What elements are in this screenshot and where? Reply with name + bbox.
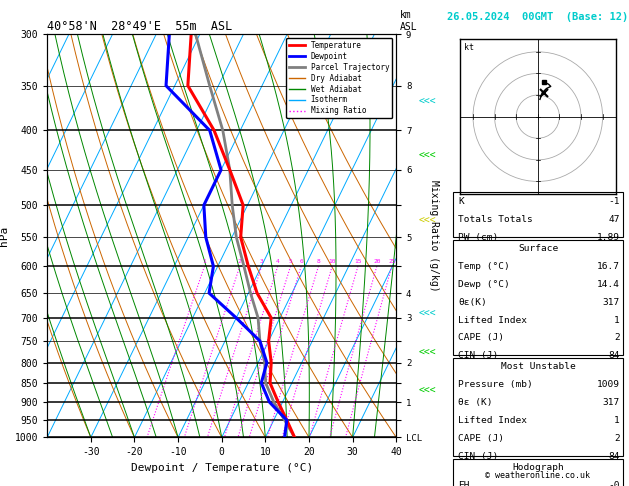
Text: 26.05.2024  00GMT  (Base: 12): 26.05.2024 00GMT (Base: 12) [447, 12, 628, 22]
Text: <<<: <<< [418, 347, 436, 357]
Y-axis label: hPa: hPa [0, 226, 9, 246]
Text: Totals Totals: Totals Totals [458, 215, 533, 224]
Text: K: K [458, 197, 464, 206]
Text: θε(K): θε(K) [458, 297, 487, 307]
Text: 1: 1 [203, 259, 206, 264]
Text: CAPE (J): CAPE (J) [458, 434, 504, 443]
Text: Pressure (mb): Pressure (mb) [458, 380, 533, 389]
Text: 1009: 1009 [596, 380, 620, 389]
Text: 3: 3 [260, 259, 264, 264]
Text: 2: 2 [614, 434, 620, 443]
Text: θε (K): θε (K) [458, 398, 493, 407]
X-axis label: Dewpoint / Temperature (°C): Dewpoint / Temperature (°C) [131, 463, 313, 473]
Text: Most Unstable: Most Unstable [501, 362, 576, 371]
Text: Temp (°C): Temp (°C) [458, 261, 509, 271]
Text: 16.7: 16.7 [596, 261, 620, 271]
Text: km
ASL: km ASL [399, 10, 417, 32]
Text: CIN (J): CIN (J) [458, 351, 498, 361]
Text: <<<: <<< [418, 151, 436, 160]
Text: -0: -0 [608, 481, 620, 486]
Text: 6: 6 [299, 259, 303, 264]
Text: 2: 2 [238, 259, 242, 264]
Text: PW (cm): PW (cm) [458, 233, 498, 242]
Text: Dewp (°C): Dewp (°C) [458, 279, 509, 289]
Text: © weatheronline.co.uk: © weatheronline.co.uk [486, 471, 590, 480]
Text: 84: 84 [608, 351, 620, 361]
Text: <<<: <<< [418, 97, 436, 107]
Text: 2: 2 [614, 333, 620, 343]
Text: CAPE (J): CAPE (J) [458, 333, 504, 343]
Text: 1: 1 [614, 416, 620, 425]
Text: 25: 25 [388, 259, 396, 264]
Text: 317: 317 [603, 297, 620, 307]
Text: 5: 5 [289, 259, 292, 264]
Text: Lifted Index: Lifted Index [458, 416, 527, 425]
Text: 20: 20 [373, 259, 381, 264]
Y-axis label: Mixing Ratio (g/kg): Mixing Ratio (g/kg) [429, 180, 439, 292]
Text: 84: 84 [608, 452, 620, 461]
Text: Surface: Surface [519, 243, 559, 253]
Text: kt: kt [464, 43, 474, 52]
Text: -1: -1 [608, 197, 620, 206]
Text: 10: 10 [328, 259, 336, 264]
Legend: Temperature, Dewpoint, Parcel Trajectory, Dry Adiabat, Wet Adiabat, Isotherm, Mi: Temperature, Dewpoint, Parcel Trajectory… [286, 38, 392, 119]
Text: Hodograph: Hodograph [513, 463, 565, 472]
Text: 1.89: 1.89 [596, 233, 620, 242]
Text: EH: EH [458, 481, 469, 486]
Text: <<<: <<< [418, 309, 436, 318]
Text: CIN (J): CIN (J) [458, 452, 498, 461]
Text: 4: 4 [276, 259, 279, 264]
Text: 15: 15 [354, 259, 362, 264]
Text: Lifted Index: Lifted Index [458, 315, 527, 325]
Text: 317: 317 [603, 398, 620, 407]
Text: 47: 47 [608, 215, 620, 224]
Text: 40°58'N  28°49'E  55m  ASL: 40°58'N 28°49'E 55m ASL [47, 20, 233, 33]
Text: 8: 8 [316, 259, 320, 264]
Text: 14.4: 14.4 [596, 279, 620, 289]
Text: <<<: <<< [418, 216, 436, 226]
Text: 1: 1 [614, 315, 620, 325]
Text: <<<: <<< [418, 386, 436, 396]
